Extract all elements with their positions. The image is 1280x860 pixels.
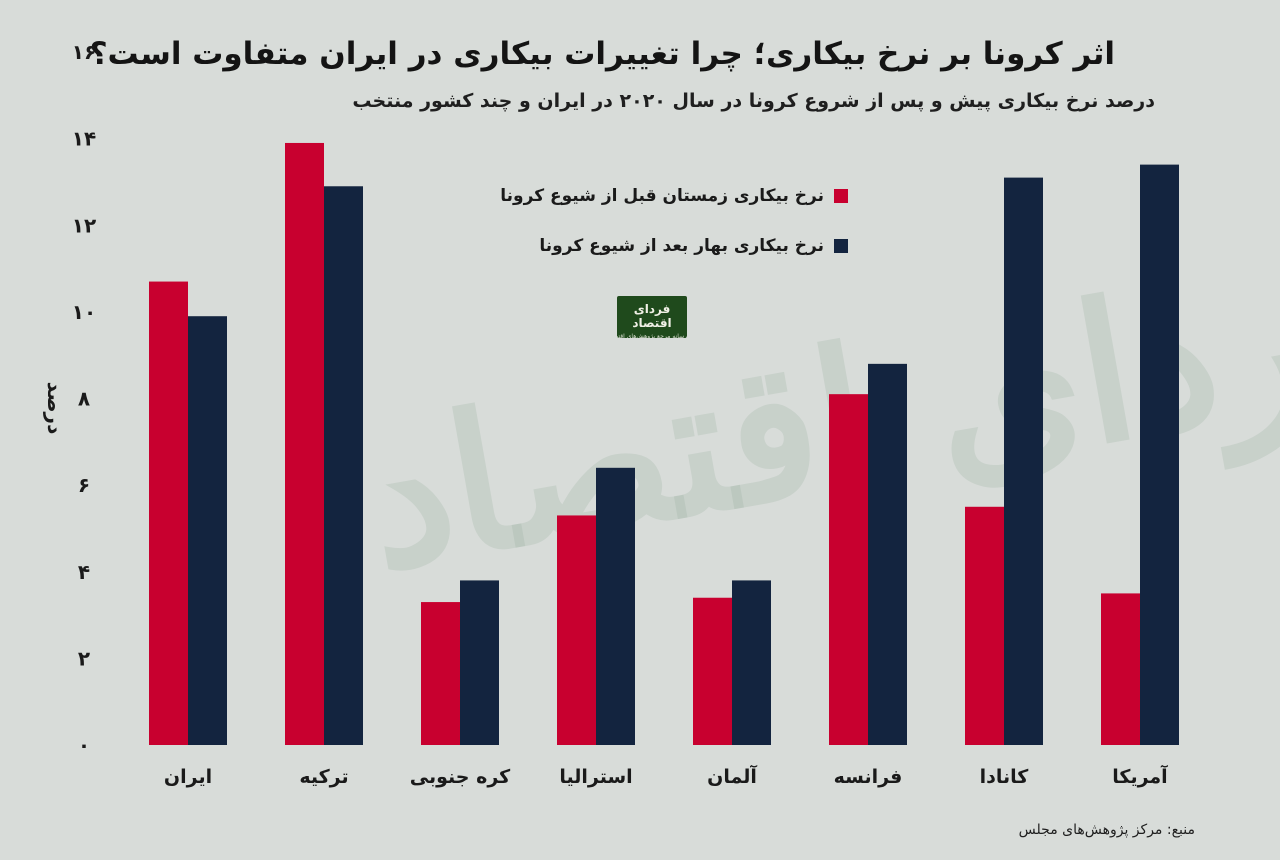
- legend-item-after: نرخ بیکاری بهار بعد از شیوع کرونا: [539, 236, 848, 256]
- source-note: منبع: مرکز پژوهش‌های مجلس: [1018, 822, 1195, 838]
- bar-after: [596, 467, 635, 745]
- bar-after: [460, 580, 499, 745]
- bar-after: [732, 580, 771, 745]
- bar-before: [1101, 593, 1140, 745]
- x-tick-label: ترکیه: [299, 766, 348, 788]
- legend-swatch-after: [834, 239, 848, 253]
- bar-after: [868, 363, 907, 745]
- logo-subtext: رسانه مرجع پژوهش‌های اقتصادی: [617, 333, 687, 338]
- chart-subtitle: درصد نرخ بیکاری پیش و پس از شروع کرونا د…: [352, 90, 1155, 112]
- bar-before: [693, 597, 732, 745]
- y-axis-ticks: ۰ ۲ ۴ ۶ ۸ ۱۰ ۱۲ ۱۴ ۱۶: [72, 40, 96, 757]
- bar-after: [1140, 164, 1179, 746]
- bar-before: [965, 506, 1004, 745]
- y-tick-label: ۱۴: [72, 127, 96, 151]
- y-tick-label: ۰: [78, 733, 90, 757]
- y-tick-label: ۲: [78, 646, 90, 670]
- y-axis-label: درصد: [43, 382, 67, 435]
- legend-label-after: نرخ بیکاری بهار بعد از شیوع کرونا: [539, 236, 824, 256]
- bar-after: [188, 316, 227, 745]
- bar-before: [149, 281, 188, 745]
- legend-item-before: نرخ بیکاری زمستان قبل از شیوع کرونا: [500, 186, 848, 206]
- bar-after: [324, 186, 363, 746]
- y-tick-label: ۴: [78, 560, 90, 584]
- chart-title: اثر کرونا بر نرخ بیکاری؛ چرا تغییرات بیک…: [89, 36, 1115, 72]
- y-tick-label: ۱۰: [72, 300, 96, 324]
- y-tick-label: ۸: [78, 387, 90, 411]
- bar-before: [829, 394, 868, 745]
- x-tick-label: آمریکا: [1112, 764, 1168, 788]
- bar-before: [421, 602, 460, 745]
- logo-text: فردای اقتصاد: [632, 302, 672, 330]
- x-tick-label: استرالیا: [559, 766, 632, 788]
- x-axis-labels: ایران ترکیه کره جنوبی استرالیا آلمان فرانسه کا…: [164, 764, 1168, 788]
- x-tick-label: کره جنوبی: [410, 766, 511, 788]
- legend-swatch-before: [834, 189, 848, 203]
- bars: [149, 142, 1179, 746]
- x-tick-label: ایران: [164, 766, 212, 788]
- y-tick-label: ۱۶: [72, 40, 96, 64]
- y-tick-label: ۱۲: [72, 213, 96, 237]
- x-tick-label: کانادا: [980, 766, 1030, 788]
- x-tick-label: آلمان: [707, 764, 757, 788]
- y-tick-label: ۶: [78, 473, 90, 497]
- bar-after: [1004, 177, 1043, 745]
- logo: فردای اقتصاد رسانه مرجع پژوهش‌های اقتصاد…: [617, 296, 687, 338]
- bar-before: [557, 515, 596, 745]
- legend-label-before: نرخ بیکاری زمستان قبل از شیوع کرونا: [500, 186, 824, 206]
- x-tick-label: فرانسه: [834, 766, 903, 788]
- bar-before: [285, 142, 324, 746]
